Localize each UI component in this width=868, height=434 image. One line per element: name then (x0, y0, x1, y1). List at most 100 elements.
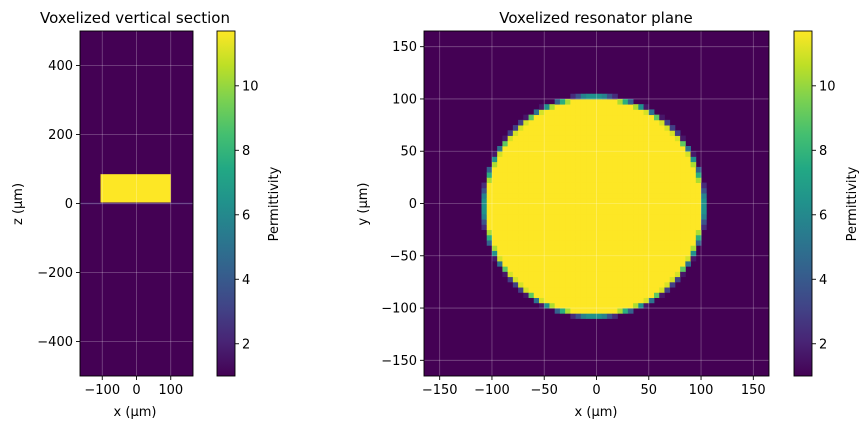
voxel (664, 156, 671, 163)
voxel (596, 224, 603, 231)
voxel (586, 302, 592, 309)
voxel (570, 297, 576, 304)
voxel (533, 135, 540, 142)
voxel (643, 213, 650, 220)
voxel (648, 119, 655, 126)
heatmap-region-1 (80, 202, 193, 205)
voxel (617, 177, 624, 183)
voxel (685, 213, 691, 220)
voxel (680, 166, 686, 173)
voxel (549, 213, 556, 220)
voxel (669, 177, 676, 183)
grid-lines (80, 31, 193, 376)
voxel (690, 250, 697, 257)
voxel (596, 245, 603, 251)
voxel (627, 219, 634, 225)
voxel (528, 166, 535, 173)
voxel (533, 119, 540, 126)
voxel (554, 130, 561, 136)
voxel (549, 281, 556, 288)
voxel (554, 271, 561, 278)
voxel (601, 297, 608, 304)
voxel (507, 161, 514, 168)
voxel (669, 240, 676, 246)
voxel (539, 297, 545, 304)
voxel (570, 125, 576, 131)
voxel (575, 302, 582, 309)
voxel (659, 119, 665, 126)
voxel (523, 177, 529, 183)
voxel (648, 187, 655, 194)
voxel (680, 187, 686, 194)
voxel (622, 198, 629, 204)
voxel (664, 276, 671, 283)
voxel (507, 276, 514, 283)
voxel (586, 161, 592, 168)
voxel (627, 245, 634, 251)
voxel (554, 198, 561, 204)
voxel (507, 203, 514, 210)
voxel (580, 109, 587, 116)
voxel (664, 146, 671, 152)
x-tick-label: −150 (422, 383, 458, 398)
voxel (512, 276, 519, 283)
voxel (659, 146, 665, 152)
voxel (596, 276, 603, 283)
voxel (617, 125, 624, 131)
voxel (664, 151, 671, 157)
voxel (544, 156, 550, 163)
voxel (669, 213, 676, 220)
voxel (544, 261, 550, 267)
voxel (643, 125, 650, 131)
voxel (659, 140, 665, 147)
voxel (549, 287, 556, 293)
voxel (481, 198, 488, 204)
voxel (596, 161, 603, 168)
voxel (559, 182, 566, 189)
voxel (695, 213, 702, 220)
voxel (512, 156, 519, 163)
voxel (622, 98, 629, 105)
voxel (580, 240, 587, 246)
voxel (565, 98, 571, 105)
voxel (659, 234, 665, 241)
voxel (570, 119, 576, 126)
voxel (533, 146, 540, 152)
voxel (523, 276, 529, 283)
voxel (533, 255, 540, 262)
voxel (575, 261, 582, 267)
voxel (580, 292, 587, 298)
voxel (664, 261, 671, 267)
voxel (648, 266, 655, 272)
y-tick-label: −150 (381, 354, 417, 369)
voxel (695, 240, 702, 246)
voxel (622, 187, 629, 194)
voxel (544, 177, 550, 183)
voxel (601, 161, 608, 168)
voxel (654, 224, 660, 231)
voxel (627, 177, 634, 183)
voxel (523, 125, 529, 131)
voxel (528, 198, 535, 204)
voxel (606, 119, 613, 126)
voxel (559, 234, 566, 241)
voxel (528, 240, 535, 246)
voxel (549, 161, 556, 168)
voxel (606, 156, 613, 163)
voxel (622, 135, 629, 142)
voxel (612, 156, 618, 163)
voxel (502, 203, 509, 210)
voxel (539, 177, 545, 183)
voxel (654, 276, 660, 283)
voxel (664, 130, 671, 136)
voxel (695, 166, 702, 173)
voxel (680, 135, 686, 142)
voxel (528, 182, 535, 189)
voxel (627, 302, 634, 309)
voxel (606, 224, 613, 231)
voxel (523, 156, 529, 163)
voxel (512, 255, 519, 262)
voxel (523, 208, 529, 215)
voxel (659, 172, 665, 178)
voxel (648, 219, 655, 225)
